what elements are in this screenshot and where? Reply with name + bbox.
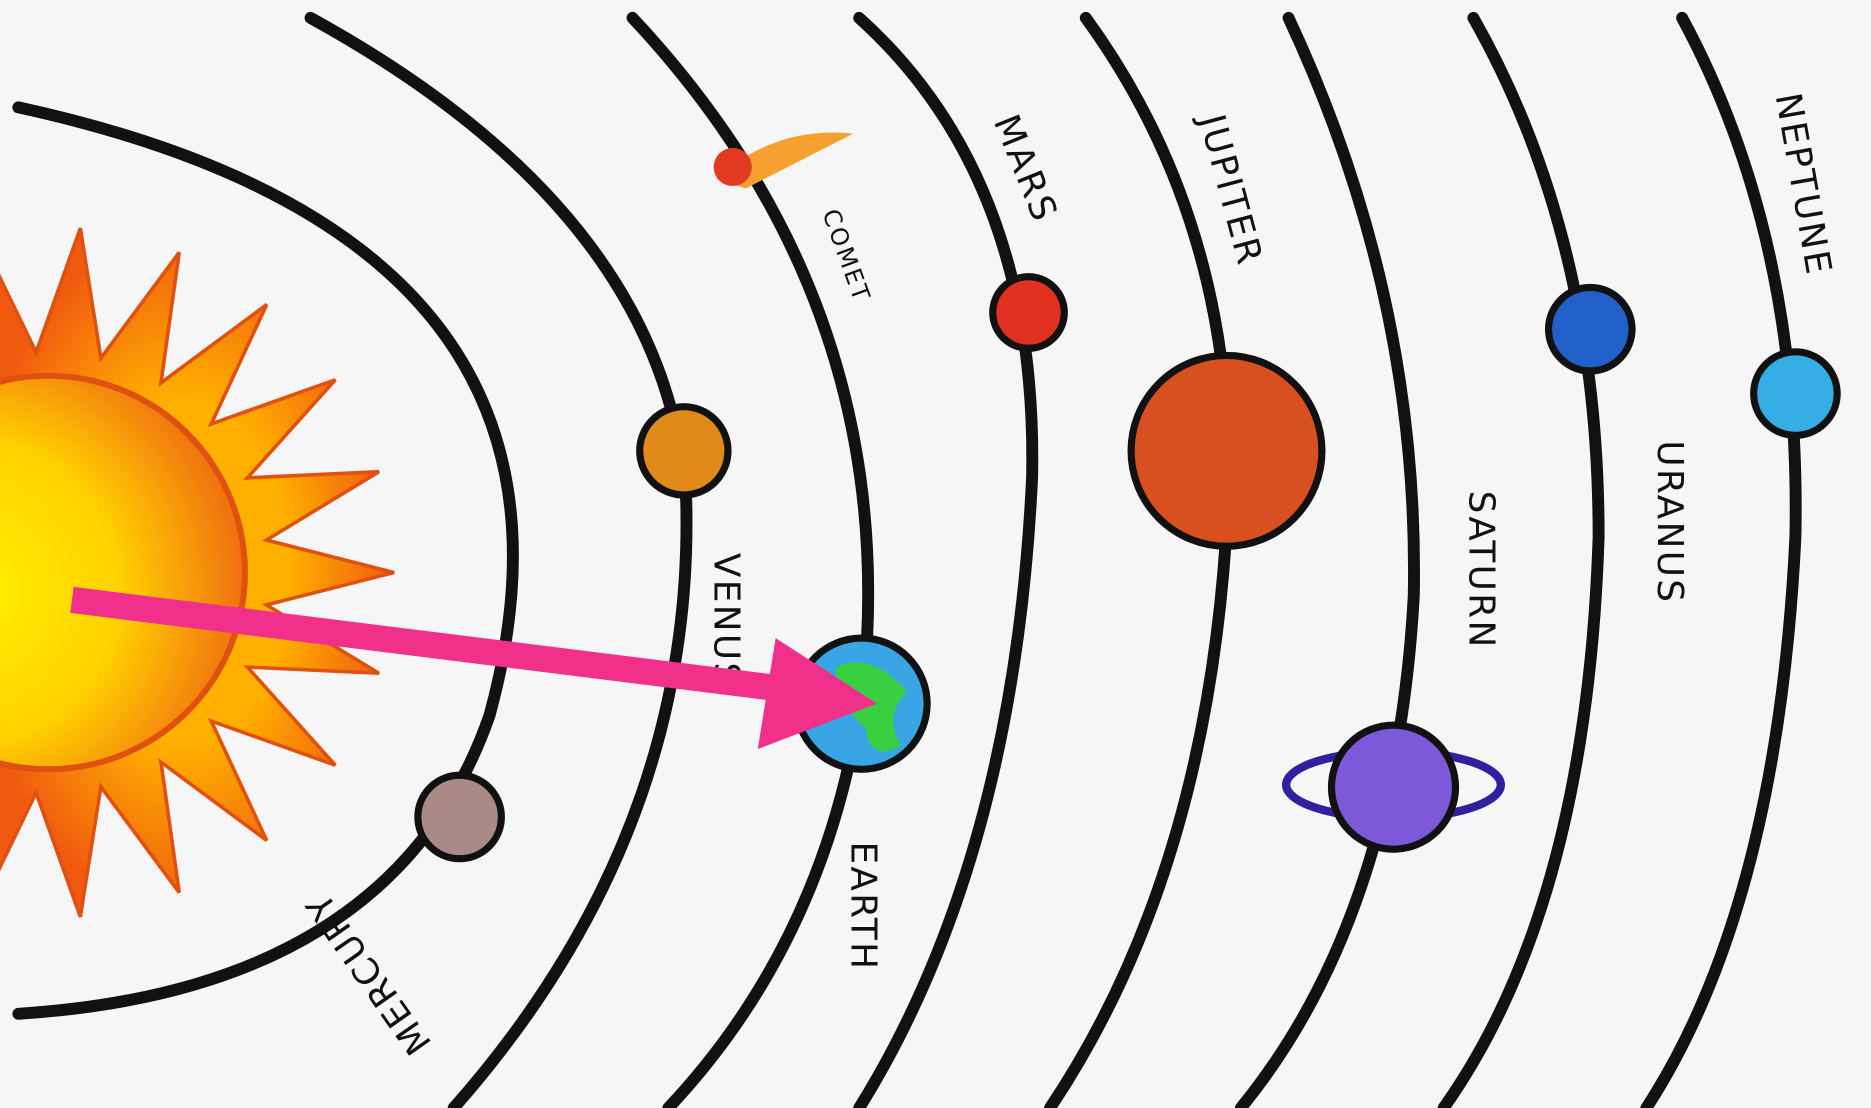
venus (640, 407, 728, 495)
saturn (1331, 725, 1455, 849)
mercury (418, 775, 501, 858)
planet-label: SATURN (1460, 491, 1501, 650)
mars (993, 277, 1065, 349)
uranus (1549, 287, 1632, 370)
planet-label: EARTH (843, 841, 884, 971)
page: MERCURY VENUS EARTH MARS JUPITER SATURN … (0, 0, 1871, 1108)
solar-system-drawing: MERCURY VENUS EARTH MARS JUPITER SATURN … (0, 0, 1871, 1108)
jupiter (1131, 355, 1322, 546)
neptune (1754, 352, 1837, 435)
planet-label: URANUS (1649, 440, 1690, 604)
comet (714, 148, 752, 186)
